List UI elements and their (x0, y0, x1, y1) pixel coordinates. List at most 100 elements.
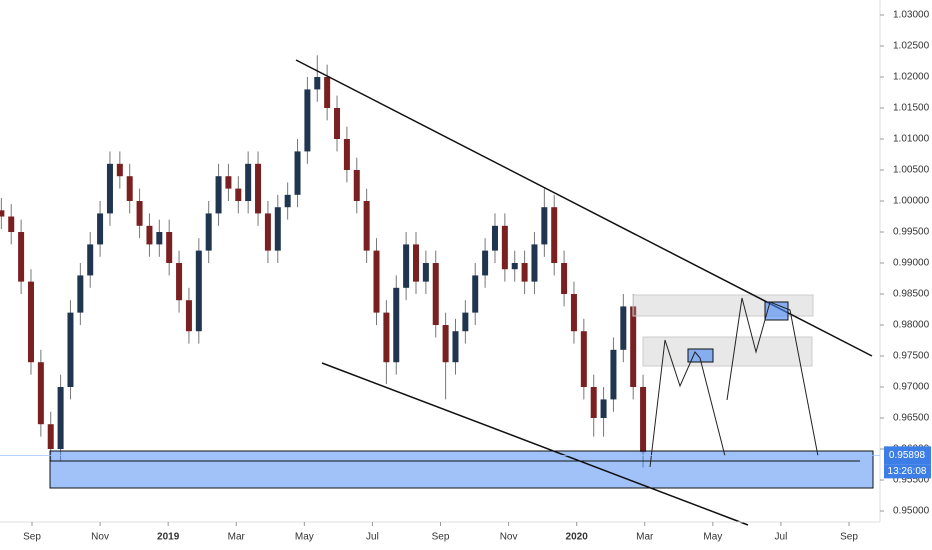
candle-body (413, 244, 419, 282)
candle-body (432, 263, 439, 326)
candle-body (116, 163, 123, 177)
y-tick-label: 1.01500 (893, 103, 930, 114)
x-tick-label: 2019 (157, 532, 180, 543)
y-tick-label: 1.00500 (893, 165, 930, 176)
x-tick-label: Nov (500, 532, 518, 543)
candle-body (393, 287, 400, 363)
y-tick-label: 1.01000 (893, 134, 930, 145)
candle-body (274, 207, 281, 251)
candle-body (0, 210, 5, 217)
x-tick-label: Jul (366, 532, 379, 543)
price-tag (884, 446, 931, 465)
x-tick-label: Mar (228, 532, 246, 543)
x-tick-label: Jul (775, 532, 788, 543)
path-arrow (726, 297, 819, 457)
drawings (49, 59, 874, 526)
y-tick-label: 0.97000 (893, 382, 930, 393)
candle-body (27, 281, 34, 363)
candle-body (136, 201, 143, 226)
candle-body (373, 250, 380, 313)
support-zone (49, 450, 874, 489)
candle-body (561, 263, 568, 295)
candle-body (403, 244, 410, 288)
candle-body (67, 312, 74, 388)
y-tick-label: 1.02000 (893, 72, 930, 83)
candle-body (343, 139, 350, 171)
candle-body (353, 170, 360, 202)
candle-body (334, 108, 341, 140)
x-tick-label: May (295, 532, 314, 543)
candle-body (501, 225, 508, 270)
x-tick-label: Mar (636, 532, 654, 543)
candle-body (264, 213, 271, 251)
candle-body (383, 312, 390, 363)
y-tick-label: 1.03000 (893, 10, 930, 21)
candle-body (245, 163, 252, 202)
y-tick-label: 0.95500 (893, 475, 930, 486)
price-tag-label: 0.95898 (889, 450, 926, 461)
candle-body (284, 194, 291, 208)
x-tick-label: May (703, 532, 722, 543)
candle-body (195, 250, 202, 332)
candle-body (531, 244, 538, 282)
y-tick-label: 1.00000 (893, 196, 930, 207)
candle-body (166, 232, 173, 264)
candle-body (482, 250, 489, 276)
candle-body (600, 399, 607, 419)
candle-body (314, 77, 321, 90)
candle-body (462, 312, 469, 332)
candle-body (324, 77, 331, 109)
y-tick-label: 0.99500 (893, 227, 930, 238)
candle-body (580, 331, 587, 388)
candle-body (146, 225, 153, 245)
candle-body (630, 306, 637, 388)
candle-body (8, 216, 15, 233)
candle-body (176, 263, 183, 301)
candle-body (106, 163, 113, 214)
y-tick-label: 0.98000 (893, 320, 930, 331)
candle-body (590, 387, 597, 419)
candle-body (541, 207, 548, 245)
candle-body (452, 331, 459, 363)
candles (0, 55, 647, 468)
candle-body (491, 225, 498, 251)
y-tick-label: 0.96500 (893, 413, 930, 424)
candle-body (97, 213, 104, 245)
y-tick-label: 0.99000 (893, 258, 930, 269)
candle-body (472, 275, 479, 313)
zone (642, 336, 813, 367)
candle-body (185, 300, 192, 332)
candle-body (255, 163, 262, 214)
x-tick-label: Sep (840, 532, 858, 543)
candle-body (442, 325, 449, 363)
candle-body (620, 306, 627, 350)
candle-body (18, 232, 25, 282)
candle-body (77, 275, 84, 313)
x-tick-label: Nov (91, 532, 109, 543)
y-tick-label: 0.98500 (893, 289, 930, 300)
candle-body (570, 294, 577, 332)
candle-body (225, 176, 232, 189)
candle-body (87, 244, 94, 276)
target-box (687, 348, 714, 363)
candle-body (511, 263, 518, 270)
candle-body (610, 349, 617, 400)
candle-body (235, 188, 242, 202)
candle-body (363, 201, 370, 251)
y-tick-label: 0.95000 (893, 506, 930, 517)
candle-body (215, 176, 222, 214)
countdown-label: 13:26:08 (888, 466, 927, 477)
candle-body (37, 362, 44, 425)
y-tick-label: 1.02500 (893, 41, 930, 52)
candle-body (47, 424, 54, 450)
trend-line (321, 362, 749, 526)
candle-body (521, 263, 528, 282)
x-tick-label: Sep (432, 532, 450, 543)
candle-body (156, 232, 163, 245)
path-arrow (649, 339, 726, 468)
candle-body (57, 387, 64, 450)
candle-body (640, 387, 647, 453)
x-tick-label: 2020 (566, 532, 589, 543)
candle-body (422, 263, 429, 282)
